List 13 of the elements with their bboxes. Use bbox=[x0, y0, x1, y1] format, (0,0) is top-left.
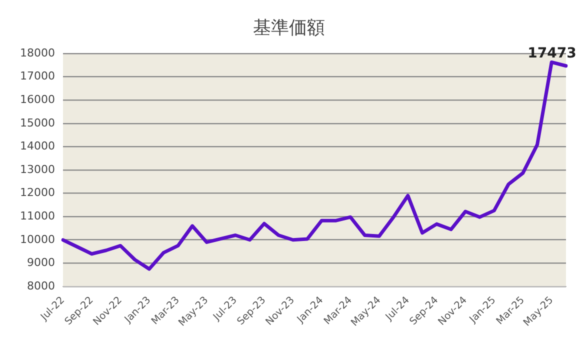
y-tick-label: 11000 bbox=[20, 209, 55, 222]
y-tick-label: 15000 bbox=[20, 116, 55, 130]
y-tick-label: 8000 bbox=[26, 279, 55, 292]
y-tick-label: 12000 bbox=[20, 186, 55, 200]
y-tick-label: 17000 bbox=[20, 70, 55, 83]
y-tick-label: 10000 bbox=[20, 232, 55, 246]
y-tick-label: 14000 bbox=[20, 140, 55, 153]
chart-title: 基準価額 bbox=[253, 17, 325, 38]
y-tick-label: 18000 bbox=[20, 46, 55, 60]
data-label: 17473 bbox=[528, 46, 576, 62]
y-tick-label: 13000 bbox=[20, 162, 55, 176]
y-tick-label: 9000 bbox=[26, 256, 55, 270]
y-tick-label: 16000 bbox=[20, 93, 55, 106]
